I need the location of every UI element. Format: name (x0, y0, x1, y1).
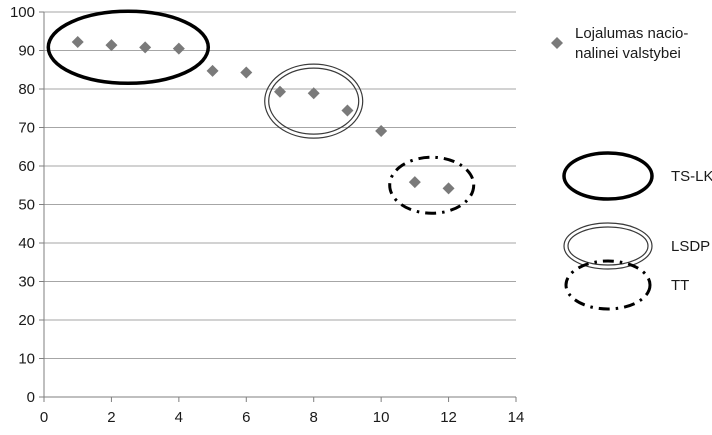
data-points (71, 36, 455, 195)
grid-lines (44, 11, 516, 359)
group-outline-2 (388, 155, 476, 215)
group-outline-1 (264, 63, 364, 139)
data-point-4 (172, 42, 185, 55)
axes (39, 11, 517, 402)
y-tick-labels: 0 10 20 30 40 50 60 70 80 90 100 (10, 4, 35, 406)
legend-outline-ts-lkd-ring (562, 151, 654, 201)
group-outline-0-ring (46, 9, 211, 86)
y-tick-label: 60 (18, 158, 35, 175)
y-tick-label: 30 (18, 274, 35, 291)
legend-series-label: Lojalumas nacio- (575, 25, 688, 42)
y-tick-label: 10 (18, 351, 35, 368)
data-point-8 (307, 87, 320, 100)
x-tick-labels: 0 2 4 6 8 10 12 14 (40, 409, 525, 426)
legend-outline-ts-lkd (562, 151, 654, 201)
legend-outline-tt (564, 259, 652, 311)
data-point-12 (442, 182, 455, 195)
x-tick-label: 4 (175, 409, 183, 426)
legend-series-label: nalinei valstybei (575, 45, 681, 62)
data-point-10 (375, 124, 388, 137)
legend-group-label: TS-LKD (671, 168, 712, 185)
group-outline-1-outer-ring (264, 63, 364, 139)
y-tick-label: 40 (18, 235, 35, 252)
x-tick-label: 14 (508, 409, 525, 426)
group-outline-2-ring (388, 155, 476, 215)
legend-group-label: LSDP (671, 238, 710, 255)
y-tick-label: 20 (18, 312, 35, 329)
data-point-6 (240, 66, 253, 79)
x-tick-label: 0 (40, 409, 48, 426)
x-tick-label: 6 (242, 409, 250, 426)
legend-outline-tt-ring (564, 259, 652, 311)
data-point-9 (341, 104, 354, 117)
group-outline-0 (46, 9, 211, 86)
y-tick-label: 80 (18, 81, 35, 98)
y-tick-label: 70 (18, 120, 35, 137)
data-point-11 (408, 176, 421, 189)
legend-marker-diamond (551, 37, 563, 49)
y-tick-label: 50 (18, 197, 35, 214)
y-tick-label: 0 (27, 389, 35, 406)
data-point-1 (71, 36, 84, 49)
legend-outline-lsdp-inner-ring (567, 226, 649, 266)
data-point-7 (274, 85, 286, 98)
data-point-2 (105, 39, 118, 52)
data-point-3 (139, 41, 152, 54)
legend: Lojalumas nacio-nalinei valstybei TS-LKD L… (551, 25, 712, 311)
y-tick-label: 100 (10, 4, 35, 21)
data-point-5 (206, 64, 219, 77)
x-tick-label: 8 (310, 409, 318, 426)
x-tick-label: 2 (107, 409, 115, 426)
y-tick-label: 90 (18, 43, 35, 60)
group-outlines (46, 9, 476, 215)
legend-outline-lsdp-outer-ring (563, 222, 653, 270)
group-outline-1-inner-ring (268, 67, 360, 135)
x-tick-label: 12 (440, 409, 457, 426)
legend-outline-lsdp (563, 222, 653, 270)
x-tick-label: 10 (373, 409, 390, 426)
legend-group-label: TT (671, 277, 689, 294)
